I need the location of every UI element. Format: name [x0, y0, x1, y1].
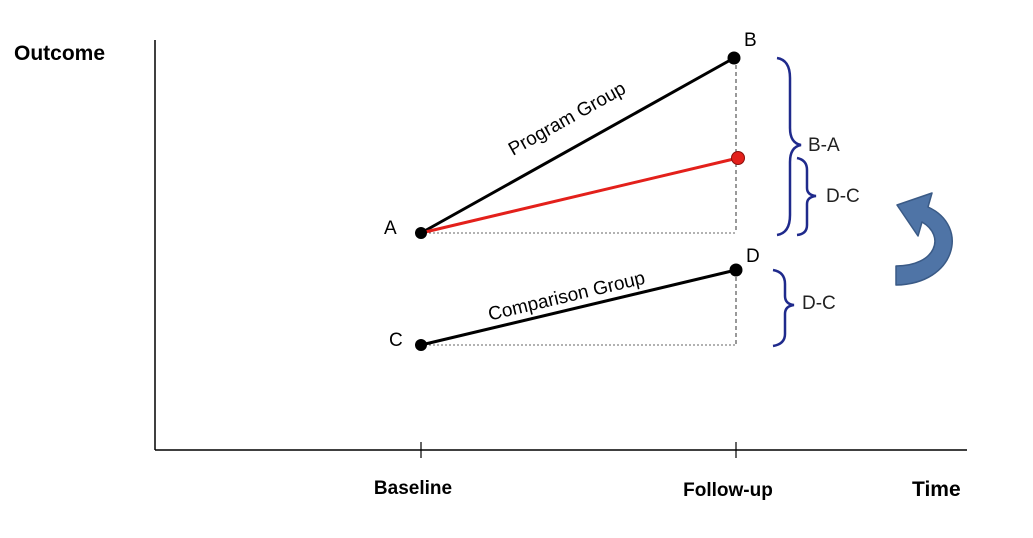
brace-comparison-change [772, 268, 795, 348]
point-c-label: C [389, 330, 403, 351]
counterfactual-marker [731, 151, 745, 165]
brace-comparison-change-label: D-C [802, 293, 836, 314]
point-b-marker [727, 51, 741, 65]
brace-counterfactual-change [796, 156, 817, 237]
x-tick-label-baseline: Baseline [374, 478, 452, 499]
brace-program-change-label: B-A [808, 135, 840, 156]
point-d-label: D [746, 246, 760, 267]
point-d-marker [729, 263, 743, 277]
curved-arrow-icon [895, 192, 953, 286]
program-group-line [420, 56, 735, 235]
y-axis-title: Outcome [14, 42, 105, 65]
program-group-label: Program Group [505, 78, 630, 160]
x-axis-title: Time [912, 478, 961, 501]
brace-program-change [776, 56, 802, 237]
counterfactual-line [420, 156, 739, 235]
point-a-label: A [384, 218, 397, 239]
point-b-label: B [744, 30, 757, 51]
comparison-group-line [420, 268, 737, 347]
point-c-marker [415, 339, 427, 351]
x-tick-label-followup: Follow-up [683, 480, 773, 501]
point-a-marker [415, 227, 427, 239]
brace-counterfactual-change-label: D-C [826, 186, 860, 207]
